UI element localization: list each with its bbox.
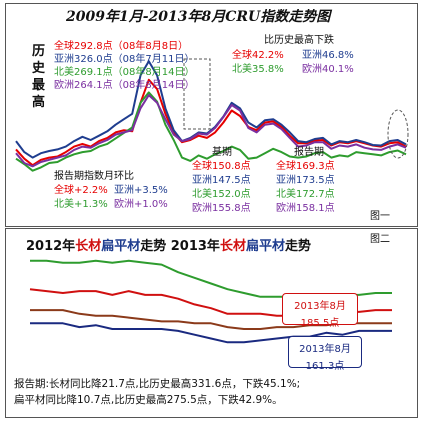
base-item: 全球150.8点: [192, 161, 251, 172]
title-part: 2012年: [26, 239, 76, 254]
footer-line-1: 报告期:长材同比降21.7点,比历史最高331.6点，下跌45.1%;: [14, 378, 301, 390]
callout-line: 185.5点: [300, 318, 340, 329]
chart-1-title: 2009年1月-2013年8月CRU指数走势图: [66, 9, 331, 25]
callout-line: 2013年8月: [294, 301, 346, 312]
chart-2-series-line-3: [30, 322, 392, 344]
chart-1-series-line-0: [15, 78, 407, 167]
chart-2-title: 2012年长材扁平材走势 2013年长材扁平材走势: [26, 235, 311, 254]
history-high-line: 北美269.1点（08年8月14日）: [54, 67, 195, 78]
history-high-line: 亚洲326.0点（08年7月11日）: [54, 54, 195, 65]
report-period-ellipse: [387, 109, 409, 159]
title-part: 走势: [284, 239, 311, 254]
drop-item: 全球42.2%: [232, 50, 284, 61]
drop-item: 亚洲46.8%: [302, 50, 354, 61]
chart-1-series-line-3: [15, 94, 407, 168]
side-char: 高: [32, 95, 46, 110]
callout-long-steel: 2013年8月 185.5点: [282, 293, 358, 329]
side-char: 历: [32, 44, 46, 59]
chart-1-series-line-2: [15, 91, 407, 172]
history-high-line: 欧洲264.1点（08年8月14日）: [54, 80, 195, 91]
monthly-change-title: 报告期指数月环比: [54, 171, 134, 182]
title-part: 扁平材: [101, 239, 141, 254]
figure-label-2: 图二: [370, 234, 390, 245]
side-char: 最: [32, 78, 46, 93]
base-item: 亚洲147.5点: [192, 175, 251, 186]
title-part: 长材: [219, 239, 246, 254]
title-part: 扁平材: [245, 239, 285, 254]
chart-panel-2: 2012年长材扁平材走势 2013年长材扁平材走势 图二 2013年8月 185…: [5, 228, 418, 418]
footer-line-2: 扁平材同比降10.7点,比历史最高275.5点，下跌42.9%。: [14, 394, 283, 406]
title-part: 长材: [75, 239, 102, 254]
callout-line: 2013年8月: [299, 344, 351, 355]
monthly-item: 欧洲+1.0%: [114, 199, 168, 210]
drop-item: 欧洲40.1%: [302, 64, 354, 75]
report-item: 全球169.3点: [276, 161, 335, 172]
chart-panel-1: 2009年1月-2013年8月CRU指数走势图 历 史 最 高 全球292.8点…: [5, 3, 418, 227]
drop-from-high-title: 比历史最高下跌: [264, 35, 334, 46]
monthly-item: 亚洲+3.5%: [114, 185, 168, 196]
figure-label-1: 图一: [370, 211, 390, 222]
history-high-side-label: 历 史 最 高: [32, 40, 48, 110]
title-part: 走势 2013年: [140, 239, 220, 254]
history-high-block: 全球292.8点（08年8月8日） 亚洲326.0点（08年7月11日） 北美2…: [54, 42, 194, 94]
drop-item: 北美35.8%: [232, 64, 284, 75]
monthly-item: 北美+1.3%: [54, 199, 108, 210]
callout-line: 161.3点: [305, 361, 345, 372]
peak-highlight-box: [183, 58, 211, 130]
side-char: 史: [32, 61, 46, 76]
history-high-line: 全球292.8点（08年8月8日）: [54, 41, 189, 52]
report-item: 欧洲158.1点: [276, 203, 335, 214]
report-item: 亚洲173.5点: [276, 175, 335, 186]
report-period-title: 报告期: [294, 147, 324, 158]
base-item: 欧洲155.8点: [192, 203, 251, 214]
chart-1-plot: [15, 58, 409, 172]
report-item: 北美172.7点: [276, 189, 335, 200]
callout-flat-steel: 2013年8月 161.3点: [288, 336, 362, 372]
base-item: 北美152.0点: [192, 189, 251, 200]
base-period-title: 基期: [212, 147, 232, 158]
monthly-item: 全球+2.2%: [54, 185, 108, 196]
